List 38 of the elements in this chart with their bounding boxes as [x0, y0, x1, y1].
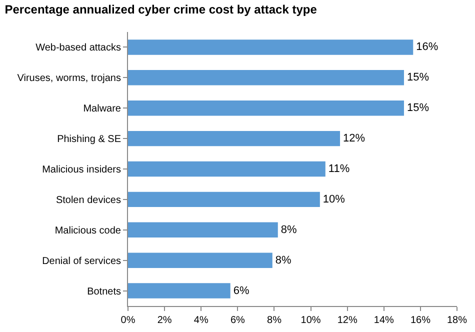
data-label: 8%: [280, 224, 297, 236]
data-label: 15%: [406, 72, 430, 84]
data-label: 16%: [416, 41, 438, 54]
bar: [128, 283, 230, 298]
x-tick-label: 8%: [266, 315, 282, 326]
bar: [128, 222, 278, 238]
bar: [128, 40, 414, 55]
x-tick-label: 18%: [446, 315, 468, 326]
y-tick-label: Botnets: [87, 286, 121, 298]
data-label: 11%: [328, 163, 350, 175]
y-tick-label: Malicious insiders: [42, 164, 121, 176]
y-tick-label: Malware: [83, 104, 122, 115]
x-tick-label: 14%: [374, 315, 394, 326]
data-label: 15%: [406, 102, 430, 114]
chart-title: Percentage annualized cyber crime cost by attack type: [4, 2, 318, 16]
data-label: 10%: [322, 193, 346, 206]
x-tick-label: 4%: [194, 315, 208, 326]
data-label: 8%: [275, 254, 292, 266]
x-tick-label: 10%: [300, 315, 321, 326]
bar: [128, 100, 404, 116]
x-tick-label: 6%: [230, 315, 246, 326]
data-label: 6%: [233, 284, 250, 297]
y-tick-label: Malicious code: [54, 225, 122, 236]
y-tick-label: Viruses, worms, trojans: [17, 73, 121, 84]
y-tick-label: Phishing & SE: [57, 134, 122, 146]
x-tick-label: 0%: [120, 315, 136, 326]
x-tick-label: 12%: [337, 315, 358, 326]
y-tick-label: Denial of services: [42, 256, 121, 267]
y-tick-label: Web-based attacks: [36, 42, 121, 54]
data-label: 12%: [343, 132, 366, 145]
bar: [128, 252, 272, 268]
bar: [128, 192, 320, 208]
y-tick-label: Stolen devices: [56, 194, 121, 206]
bar: [128, 130, 340, 146]
x-tick-label: 16%: [410, 315, 431, 326]
bar: [128, 70, 404, 86]
x-tick-label: 2%: [157, 315, 172, 326]
bar: [128, 161, 326, 177]
